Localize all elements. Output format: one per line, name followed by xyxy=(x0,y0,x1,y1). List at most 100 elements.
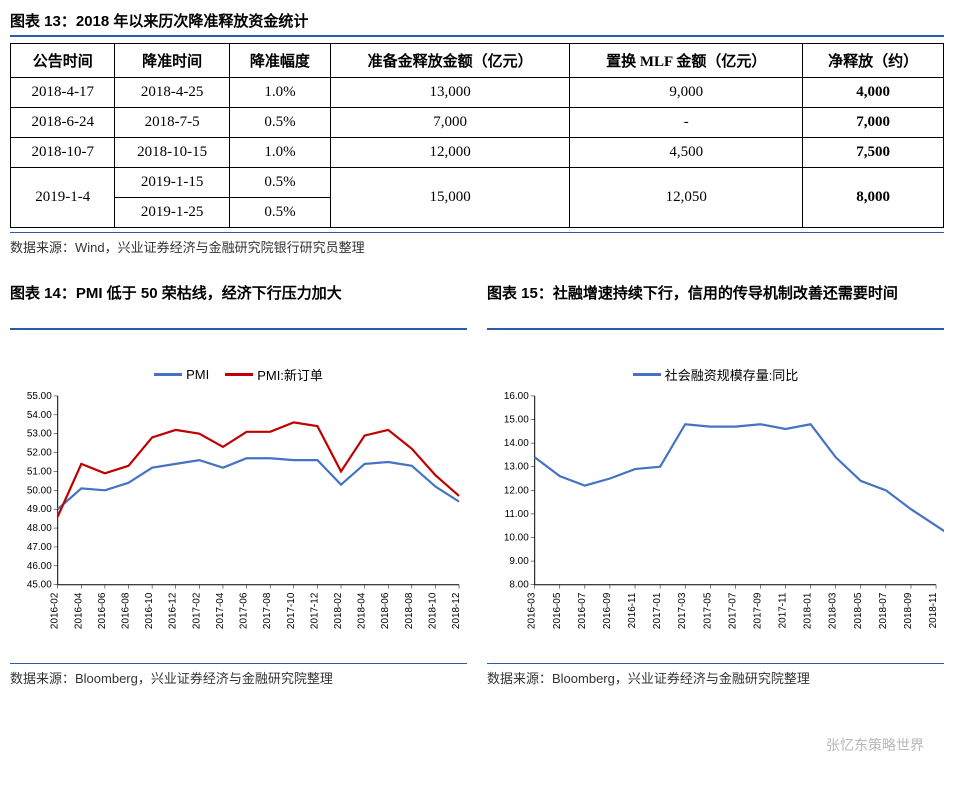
figure-14-title: 图表 14：PMI 低于 50 荣枯线，经济下行压力加大 xyxy=(10,282,467,330)
svg-text:48.00: 48.00 xyxy=(27,523,52,534)
figure-13-source: 数据来源：Wind，兴业证券经济与金融研究院银行研究员整理 xyxy=(10,232,944,256)
legend-item: 社会融资规模存量:同比 xyxy=(633,365,799,384)
svg-text:50.00: 50.00 xyxy=(27,485,52,496)
svg-text:2016-11: 2016-11 xyxy=(627,592,638,628)
svg-text:45.00: 45.00 xyxy=(27,580,52,591)
figure-14: PMI PMI:新订单 45.00 46.00 47.00 48.00 49.00 50.0… xyxy=(10,362,467,687)
table-cell: 1.0% xyxy=(229,78,330,108)
svg-text:2017-11: 2017-11 xyxy=(778,592,789,628)
table-cell: 2019-1-15 xyxy=(115,168,229,198)
legend-label: PMI:新订单 xyxy=(257,365,323,384)
table-cell: 2018-10-15 xyxy=(115,138,229,168)
table-row: 2019-1-42019-1-150.5%15,00012,0508,000 xyxy=(11,168,944,198)
svg-text:12.00: 12.00 xyxy=(504,485,529,496)
table-row: 2018-10-72018-10-151.0%12,0004,5007,500 xyxy=(11,138,944,168)
table-cell: 7,000 xyxy=(803,108,944,138)
table-header: 准备金释放金额（亿元） xyxy=(331,44,570,78)
svg-text:2017-10: 2017-10 xyxy=(286,592,297,629)
svg-text:2016-08: 2016-08 xyxy=(121,592,132,629)
table-cell: 4,500 xyxy=(570,138,803,168)
svg-text:51.00: 51.00 xyxy=(27,466,52,477)
svg-text:8.00: 8.00 xyxy=(509,580,529,591)
svg-text:2016-10: 2016-10 xyxy=(144,592,155,629)
table-row: 2018-4-172018-4-251.0%13,0009,0004,000 xyxy=(11,78,944,108)
pmi-new-order-series xyxy=(58,422,459,516)
svg-text:16.00: 16.00 xyxy=(504,391,529,402)
svg-text:2017-06: 2017-06 xyxy=(239,592,250,629)
figure-15-source: 数据来源：Bloomberg，兴业证券经济与金融研究院整理 xyxy=(487,663,944,687)
table-header: 净释放（约） xyxy=(803,44,944,78)
svg-text:2016-05: 2016-05 xyxy=(552,592,563,629)
svg-text:2017-08: 2017-08 xyxy=(262,592,273,629)
svg-text:2017-07: 2017-07 xyxy=(727,592,738,629)
svg-text:2017-09: 2017-09 xyxy=(752,592,763,629)
table-row: 2018-6-242018-7-50.5%7,000-7,000 xyxy=(11,108,944,138)
svg-text:2017-02: 2017-02 xyxy=(191,592,202,629)
svg-text:52.00: 52.00 xyxy=(27,448,52,459)
svg-text:13.00: 13.00 xyxy=(504,462,529,473)
svg-text:14.00: 14.00 xyxy=(504,438,529,449)
legend-swatch xyxy=(225,373,253,376)
table-cell: 0.5% xyxy=(229,198,330,228)
svg-text:53.00: 53.00 xyxy=(27,429,52,440)
table-cell: 7,500 xyxy=(803,138,944,168)
legend-item: PMI:新订单 xyxy=(225,365,323,384)
svg-text:2016-06: 2016-06 xyxy=(97,592,108,629)
table-cell: 2018-6-24 xyxy=(11,108,115,138)
table-cell: 2019-1-25 xyxy=(115,198,229,228)
svg-text:49.00: 49.00 xyxy=(27,504,52,515)
svg-text:2016-09: 2016-09 xyxy=(602,592,613,629)
table-cell: 2018-4-17 xyxy=(11,78,115,108)
figure-13: 图表 13：2018 年以来历次降准释放资金统计 公告时间降准时间降准幅度准备金… xyxy=(10,10,944,256)
svg-text:2016-12: 2016-12 xyxy=(168,592,179,629)
svg-text:2018-01: 2018-01 xyxy=(803,592,814,629)
figure-14-legend: PMI PMI:新订单 xyxy=(10,362,467,386)
svg-text:55.00: 55.00 xyxy=(27,391,52,402)
table-cell: 12,050 xyxy=(570,168,803,228)
pmi-chart: 45.00 46.00 47.00 48.00 49.00 50.00 51.00 52.00… xyxy=(10,386,467,654)
table-cell: 2019-1-4 xyxy=(11,168,115,228)
svg-text:9.00: 9.00 xyxy=(509,556,529,567)
table-cell: 9,000 xyxy=(570,78,803,108)
svg-text:2016-03: 2016-03 xyxy=(527,592,538,629)
watermark-text: 张忆东策略世界 xyxy=(826,735,924,755)
svg-text:2016-07: 2016-07 xyxy=(577,592,588,629)
table-cell: 2018-10-7 xyxy=(11,138,115,168)
figure-15-legend: 社会融资规模存量:同比 xyxy=(487,362,944,386)
legend-label: PMI xyxy=(186,367,209,382)
table-cell: 15,000 xyxy=(331,168,570,228)
legend-swatch xyxy=(633,373,661,376)
svg-text:2018-06: 2018-06 xyxy=(380,592,391,629)
table-cell: 1.0% xyxy=(229,138,330,168)
table-cell: - xyxy=(570,108,803,138)
tsf-chart: 8.009.0010.0011.0012.0013.0014.0015.0016… xyxy=(487,386,944,654)
svg-text:2018-10: 2018-10 xyxy=(427,592,438,629)
svg-text:2017-12: 2017-12 xyxy=(309,592,320,629)
figure-14-source: 数据来源：Bloomberg，兴业证券经济与金融研究院整理 xyxy=(10,663,467,687)
table-header: 公告时间 xyxy=(11,44,115,78)
table-header: 降准时间 xyxy=(115,44,229,78)
table-cell: 0.5% xyxy=(229,108,330,138)
svg-text:47.00: 47.00 xyxy=(27,542,52,553)
svg-text:2016-04: 2016-04 xyxy=(73,592,84,629)
svg-text:15.00: 15.00 xyxy=(504,415,529,426)
rrr-cut-table: 公告时间降准时间降准幅度准备金释放金额（亿元）置换 MLF 金额（亿元）净释放（… xyxy=(10,43,944,228)
table-header: 置换 MLF 金额（亿元） xyxy=(570,44,803,78)
pmi-series xyxy=(58,458,459,509)
svg-text:2017-04: 2017-04 xyxy=(215,592,226,629)
svg-text:46.00: 46.00 xyxy=(27,561,52,572)
table-cell: 12,000 xyxy=(331,138,570,168)
legend-item: PMI xyxy=(154,367,209,382)
table-cell: 4,000 xyxy=(803,78,944,108)
figure-13-title: 图表 13：2018 年以来历次降准释放资金统计 xyxy=(10,10,944,37)
svg-text:2018-05: 2018-05 xyxy=(853,592,864,629)
figure-15: 社会融资规模存量:同比 8.009.0010.0011.0012.0013.00… xyxy=(487,362,944,687)
table-header: 降准幅度 xyxy=(229,44,330,78)
svg-text:2017-05: 2017-05 xyxy=(702,592,713,629)
svg-text:10.00: 10.00 xyxy=(504,532,529,543)
svg-text:2018-07: 2018-07 xyxy=(878,592,889,629)
table-cell: 13,000 xyxy=(331,78,570,108)
legend-label: 社会融资规模存量:同比 xyxy=(665,365,799,384)
tsf-series xyxy=(535,424,944,542)
table-cell: 2018-4-25 xyxy=(115,78,229,108)
